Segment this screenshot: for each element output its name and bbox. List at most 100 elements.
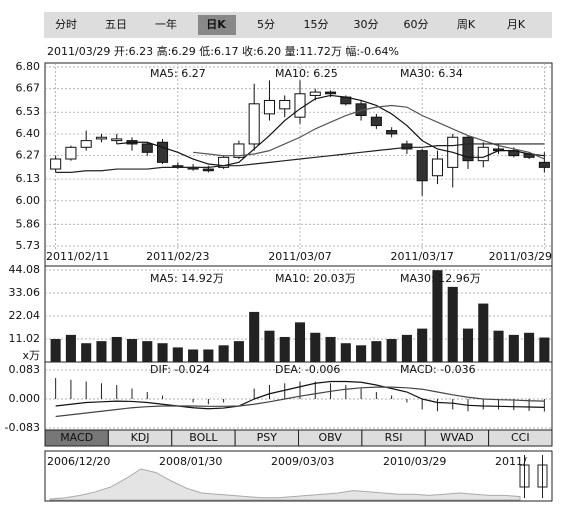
- volume-bar: [417, 328, 428, 362]
- candle-body: [141, 143, 153, 153]
- indicator-tab-label[interactable]: CCI: [511, 431, 530, 444]
- candle-body: [401, 143, 413, 150]
- period-tab[interactable]: 30分: [354, 18, 379, 31]
- indicator-line: [116, 94, 545, 167]
- candle-body: [218, 156, 230, 168]
- indicator-tab[interactable]: [488, 429, 553, 447]
- volume-bar: [462, 328, 474, 362]
- candle-body: [294, 93, 306, 118]
- active-tab-bg: [198, 15, 236, 35]
- navigator-date: 2006/12/20: [47, 455, 110, 468]
- volume-bar: [386, 339, 397, 362]
- y-tick-label: 22.04: [9, 309, 41, 322]
- candle-body: [416, 150, 428, 182]
- legend-entry: MA30: 6.34: [400, 67, 463, 80]
- y-tick-label: 6.27: [16, 149, 41, 162]
- volume-bar: [126, 339, 138, 362]
- volume-bar: [142, 341, 153, 362]
- period-tab[interactable]: 15分: [304, 18, 329, 31]
- unit-label: x万: [22, 349, 40, 362]
- indicator-tab-label[interactable]: KDJ: [131, 431, 150, 444]
- navigator-frame: [44, 450, 553, 502]
- volume-bar: [493, 330, 504, 362]
- navigator-area: [49, 468, 521, 501]
- period-tab-bar: [44, 12, 552, 38]
- volume-bar: [264, 330, 275, 362]
- legend-entry: MA5: 6.27: [150, 67, 206, 80]
- period-tab[interactable]: 周K: [457, 18, 476, 31]
- candle-body: [477, 146, 489, 162]
- volume-bar: [203, 349, 214, 362]
- volume-bar: [50, 339, 61, 362]
- volume-bar: [447, 286, 458, 362]
- indicator-line: [55, 380, 545, 410]
- indicator-tab-label[interactable]: MACD: [60, 431, 93, 444]
- volume-bar: [172, 347, 183, 362]
- legend-entry: DEA: -0.006: [275, 363, 340, 376]
- indicator-tab-label[interactable]: PSY: [257, 431, 278, 444]
- x-tick-label: 2011/02/23: [146, 250, 209, 263]
- period-tab[interactable]: 一年: [155, 17, 177, 31]
- period-tab[interactable]: 五日: [105, 18, 127, 31]
- candle-body: [65, 146, 77, 160]
- indicator-tab-label[interactable]: OBV: [318, 431, 342, 444]
- navigator-date: 2009/03/03: [271, 455, 334, 468]
- indicator-tab-label[interactable]: BOLL: [189, 431, 218, 444]
- y-tick-label: 5.73: [16, 239, 41, 252]
- legend-entry: MACD: -0.036: [400, 363, 476, 376]
- candle-body: [279, 99, 291, 110]
- indicator-line: [55, 386, 545, 418]
- candle-body: [462, 136, 474, 162]
- volume-bar: [233, 341, 244, 362]
- navigator-handle[interactable]: [519, 455, 548, 498]
- volume-bar: [310, 332, 321, 362]
- indicator-line: [193, 104, 545, 160]
- y-tick-label: 0.000: [9, 392, 41, 405]
- candle-body: [80, 140, 92, 148]
- volume-bar: [401, 334, 412, 362]
- volume-bar: [188, 349, 199, 362]
- volume-bar: [356, 345, 367, 362]
- volume-bar: [432, 270, 443, 362]
- period-tab[interactable]: 60分: [404, 18, 429, 31]
- navigator-date: 2010/03/29: [383, 455, 446, 468]
- volume-bar: [478, 303, 489, 362]
- x-tick-label: 2011/02/11: [46, 250, 109, 263]
- period-tab[interactable]: 月K: [507, 18, 526, 31]
- candle-body: [157, 141, 169, 163]
- quote-line: 2011/03/29 开:6.23 高:6.29 低:6.17 收:6.20 量…: [47, 44, 399, 58]
- y-tick-label: 11.02: [9, 332, 41, 345]
- candle-body: [325, 91, 337, 95]
- period-tab[interactable]: 日K: [206, 18, 226, 31]
- volume-bar: [539, 337, 550, 362]
- legend-entry: MA10: 6.25: [275, 67, 338, 80]
- volume-bar: [340, 343, 351, 362]
- volume-bar: [294, 322, 306, 362]
- volume-bar: [111, 336, 122, 362]
- legend-entry: MA5: 14.92万: [150, 272, 224, 285]
- candle-body: [95, 136, 107, 140]
- volume-bar: [65, 334, 76, 362]
- candle-body: [386, 130, 398, 135]
- y-tick-label: 6.13: [16, 172, 41, 185]
- indicator-tab-label[interactable]: RSI: [385, 431, 403, 444]
- candle-body: [202, 168, 214, 172]
- y-tick-label: 5.86: [16, 217, 41, 230]
- volume-bar: [81, 343, 92, 362]
- candle-body: [233, 143, 245, 158]
- indicator-tab-label[interactable]: WVAD: [440, 431, 474, 444]
- y-tick-label: 6.67: [16, 82, 41, 95]
- y-tick-label: 6.00: [16, 194, 41, 207]
- y-tick-label: 44.08: [9, 263, 41, 276]
- period-tab[interactable]: 5分: [257, 18, 275, 31]
- legend-entry: MA30: 12.96万: [400, 272, 481, 285]
- period-tab[interactable]: 分时: [55, 18, 77, 31]
- volume-bar: [96, 341, 107, 362]
- candle-body: [538, 161, 550, 168]
- candle-body: [111, 138, 123, 142]
- volume-bar: [508, 334, 519, 362]
- volume-bar: [157, 343, 168, 362]
- x-tick-label: 2011/03/17: [390, 250, 453, 263]
- candle-body: [309, 91, 321, 96]
